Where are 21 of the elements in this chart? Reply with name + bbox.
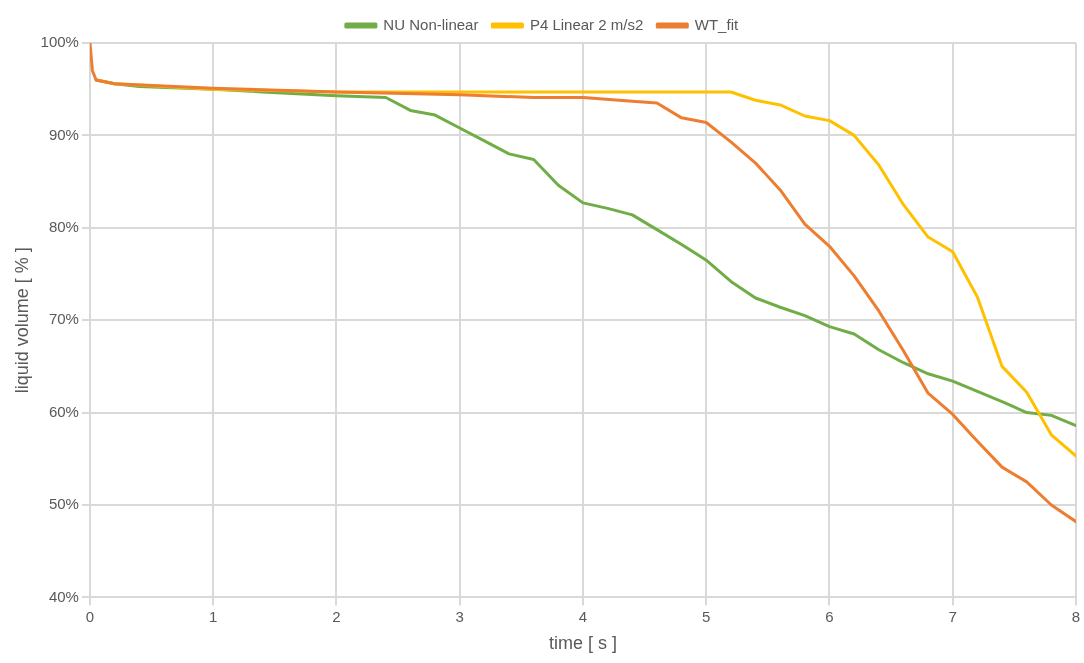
- legend-label: NU Non-linear: [383, 15, 479, 33]
- y-tick-label: 80%: [48, 217, 79, 235]
- y-tick-label: 60%: [48, 402, 79, 420]
- x-axis-title: time [ s ]: [548, 633, 617, 654]
- y-tick-label: 70%: [48, 310, 79, 328]
- legend-label: WT_fit: [694, 15, 739, 33]
- legend-label: P4 Linear 2 m/s2: [529, 15, 644, 33]
- y-tick-label: 100%: [40, 33, 79, 51]
- x-tick-label: 5: [702, 607, 711, 625]
- x-tick-label: 2: [332, 607, 341, 625]
- x-tick-label: 0: [85, 607, 95, 625]
- y-tick-label: 50%: [48, 495, 79, 513]
- x-tick-label: 8: [1071, 607, 1081, 625]
- x-tick-label: 3: [455, 607, 464, 625]
- x-tick-label: 7: [948, 607, 957, 625]
- x-tick-label: 6: [825, 607, 834, 625]
- y-axis-title: liquid volume [ % ]: [11, 247, 32, 394]
- y-tick-label: 90%: [48, 125, 79, 143]
- x-tick-label: 4: [578, 607, 588, 625]
- y-tick-label: 40%: [48, 587, 79, 605]
- x-tick-label: 1: [209, 607, 218, 625]
